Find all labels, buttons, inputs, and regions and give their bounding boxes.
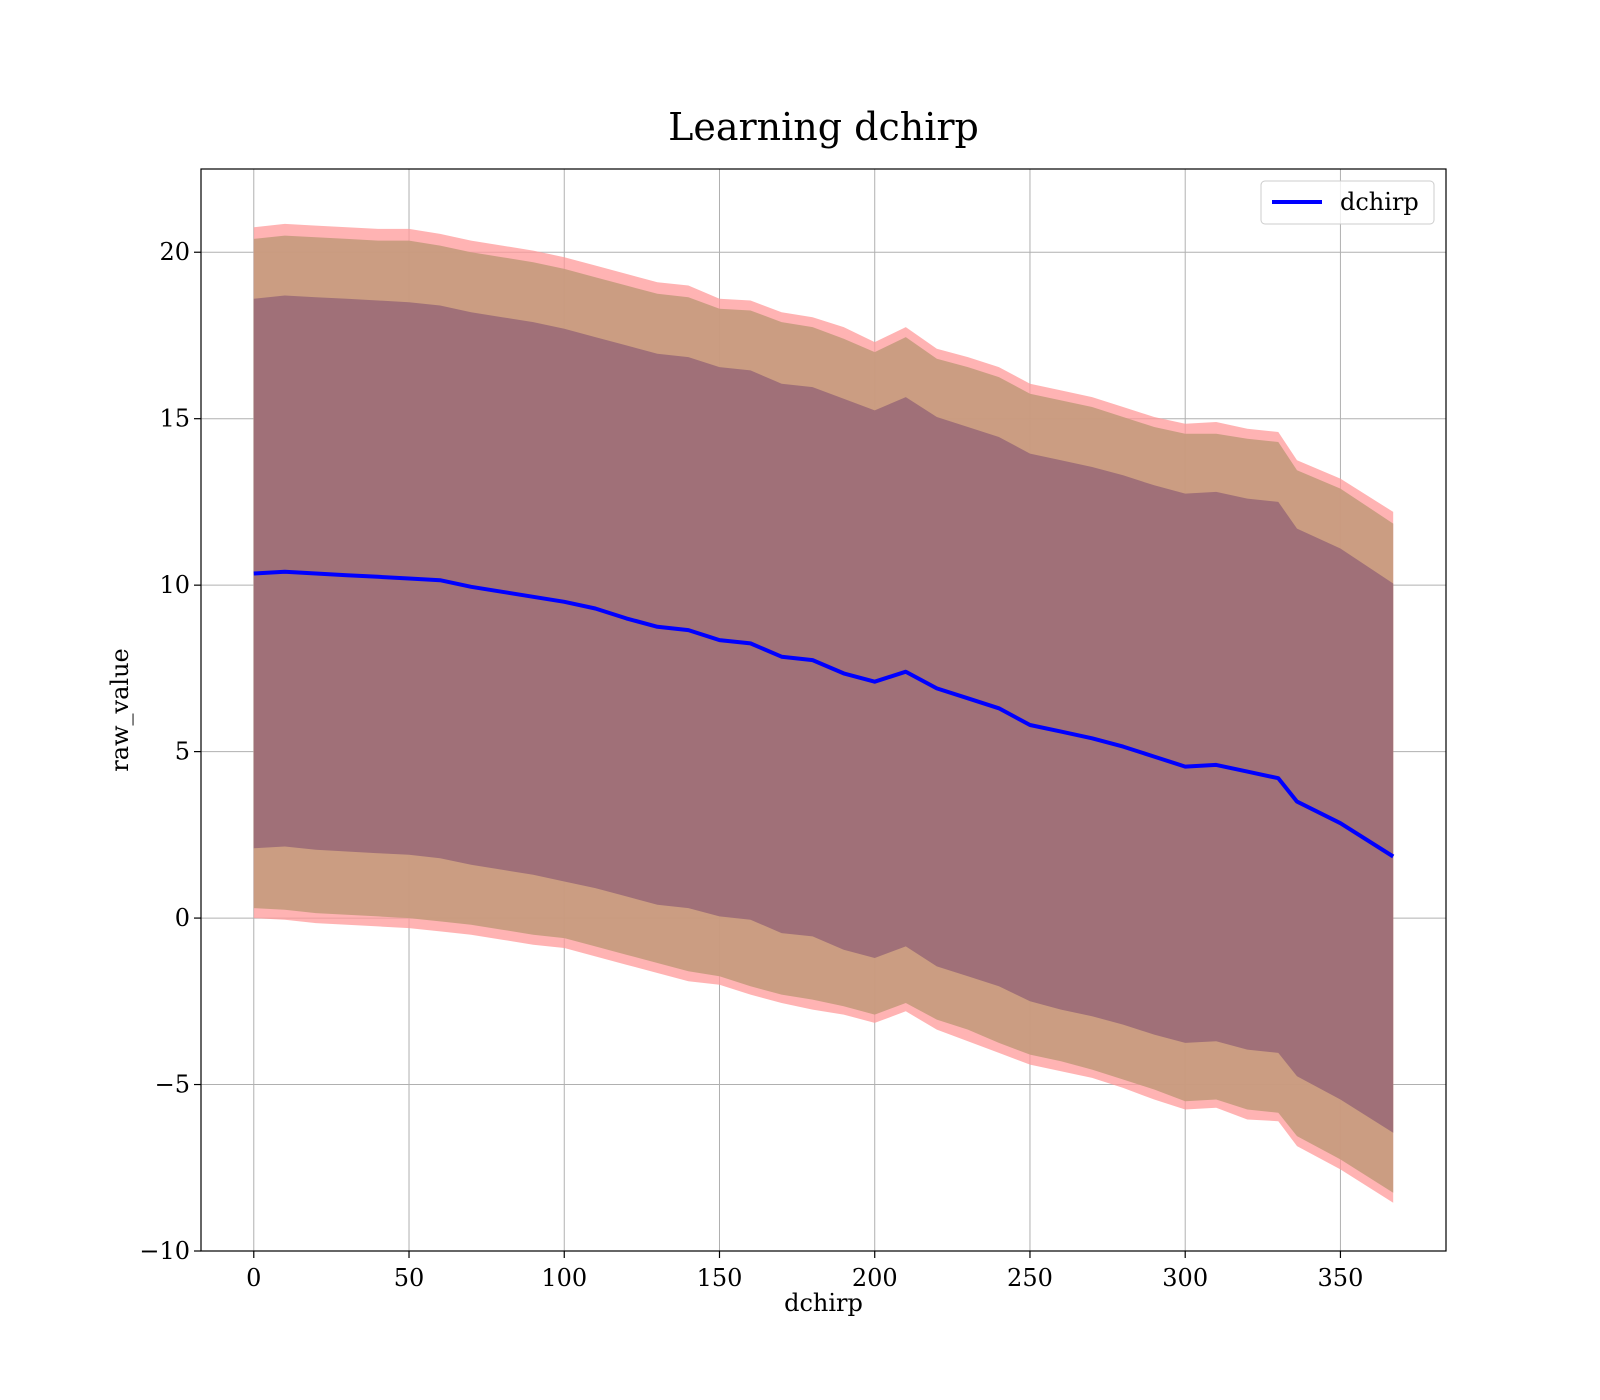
legend-label-dchirp: dchirp bbox=[1340, 188, 1419, 216]
y-tick-label-6: 20 bbox=[159, 238, 190, 266]
x-tick-label-1: 50 bbox=[394, 1264, 425, 1292]
y-axis-label: raw_value bbox=[106, 648, 134, 772]
x-tick-label-0: 0 bbox=[246, 1264, 261, 1292]
legend: dchirp bbox=[1260, 180, 1435, 225]
plot-frame bbox=[200, 168, 1447, 1252]
x-tick-label-6: 300 bbox=[1162, 1264, 1208, 1292]
axis-ticks: 0 50 100 150 200 250 300 350 −10 −5 0 5 10 15 20 bbox=[139, 238, 1363, 1292]
x-tick-label-7: 350 bbox=[1318, 1264, 1364, 1292]
y-tick-label-4: 10 bbox=[159, 571, 190, 599]
y-tick-label-0: −10 bbox=[139, 1237, 190, 1265]
legend-box bbox=[1260, 180, 1435, 225]
x-tick-label-3: 150 bbox=[697, 1264, 743, 1292]
y-tick-label-2: 0 bbox=[175, 904, 190, 932]
band-inner bbox=[253, 295, 1394, 1133]
confidence-bands bbox=[253, 223, 1394, 1203]
series-line-dchirp bbox=[253, 569, 1395, 859]
x-tick-label-4: 200 bbox=[852, 1264, 898, 1292]
x-axis-label: dchirp bbox=[784, 1289, 863, 1317]
series-lines bbox=[253, 569, 1395, 859]
x-tick-label-2: 100 bbox=[541, 1264, 587, 1292]
chart-title: Learning dchirp bbox=[668, 105, 979, 149]
y-tick-label-5: 15 bbox=[159, 405, 190, 433]
x-tick-label-5: 250 bbox=[1007, 1264, 1053, 1292]
y-tick-label-1: −5 bbox=[155, 1071, 190, 1099]
y-tick-label-3: 5 bbox=[175, 738, 190, 766]
